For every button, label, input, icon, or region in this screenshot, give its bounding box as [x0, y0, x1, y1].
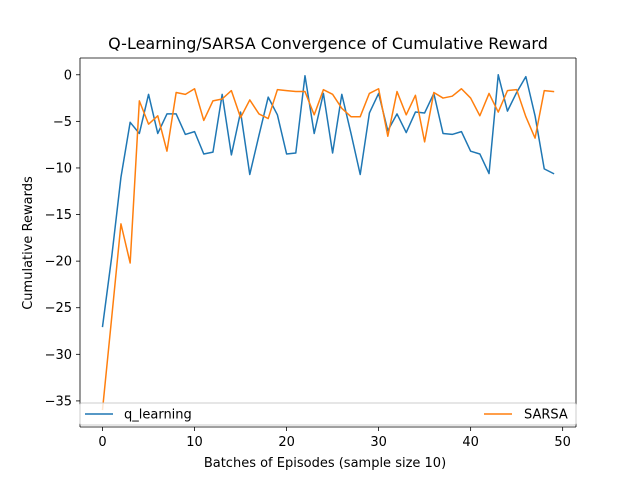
legend-label-q-learning: q_learning: [124, 408, 192, 423]
x-tick-label: 0: [98, 435, 106, 450]
y-tick-label: −30: [45, 348, 72, 363]
y-axis-title: Cumulative Rewards: [21, 176, 36, 310]
chart-title: Q-Learning/SARSA Convergence of Cumulati…: [108, 34, 548, 53]
x-tick-label: 10: [186, 435, 203, 450]
x-tick-label: 20: [278, 435, 295, 450]
y-tick-label: −25: [45, 301, 72, 316]
legend: q_learning SARSA: [79, 402, 577, 426]
x-tick-label: 30: [370, 435, 387, 450]
x-tick-label: 50: [554, 435, 571, 450]
legend-frame: [79, 402, 577, 426]
series-line-sarsa: [101, 88, 555, 411]
y-tick-label: −15: [45, 208, 72, 223]
x-tick-label: 40: [462, 435, 479, 450]
plot-area: 0 10 20 30 40 50 0 −5 −10 −15 −20 −25 −30 −35: [45, 57, 577, 450]
y-tick-label: −35: [45, 394, 72, 409]
legend-label-sarsa: SARSA: [524, 408, 568, 423]
y-tick-label: 0: [64, 68, 72, 83]
y-tick-label: −10: [45, 161, 72, 176]
x-axis-title: Batches of Episodes (sample size 10): [204, 456, 446, 471]
y-tick-label: −5: [53, 115, 72, 130]
y-tick-label: −20: [45, 255, 72, 270]
series-line-q-learning: [101, 74, 555, 328]
